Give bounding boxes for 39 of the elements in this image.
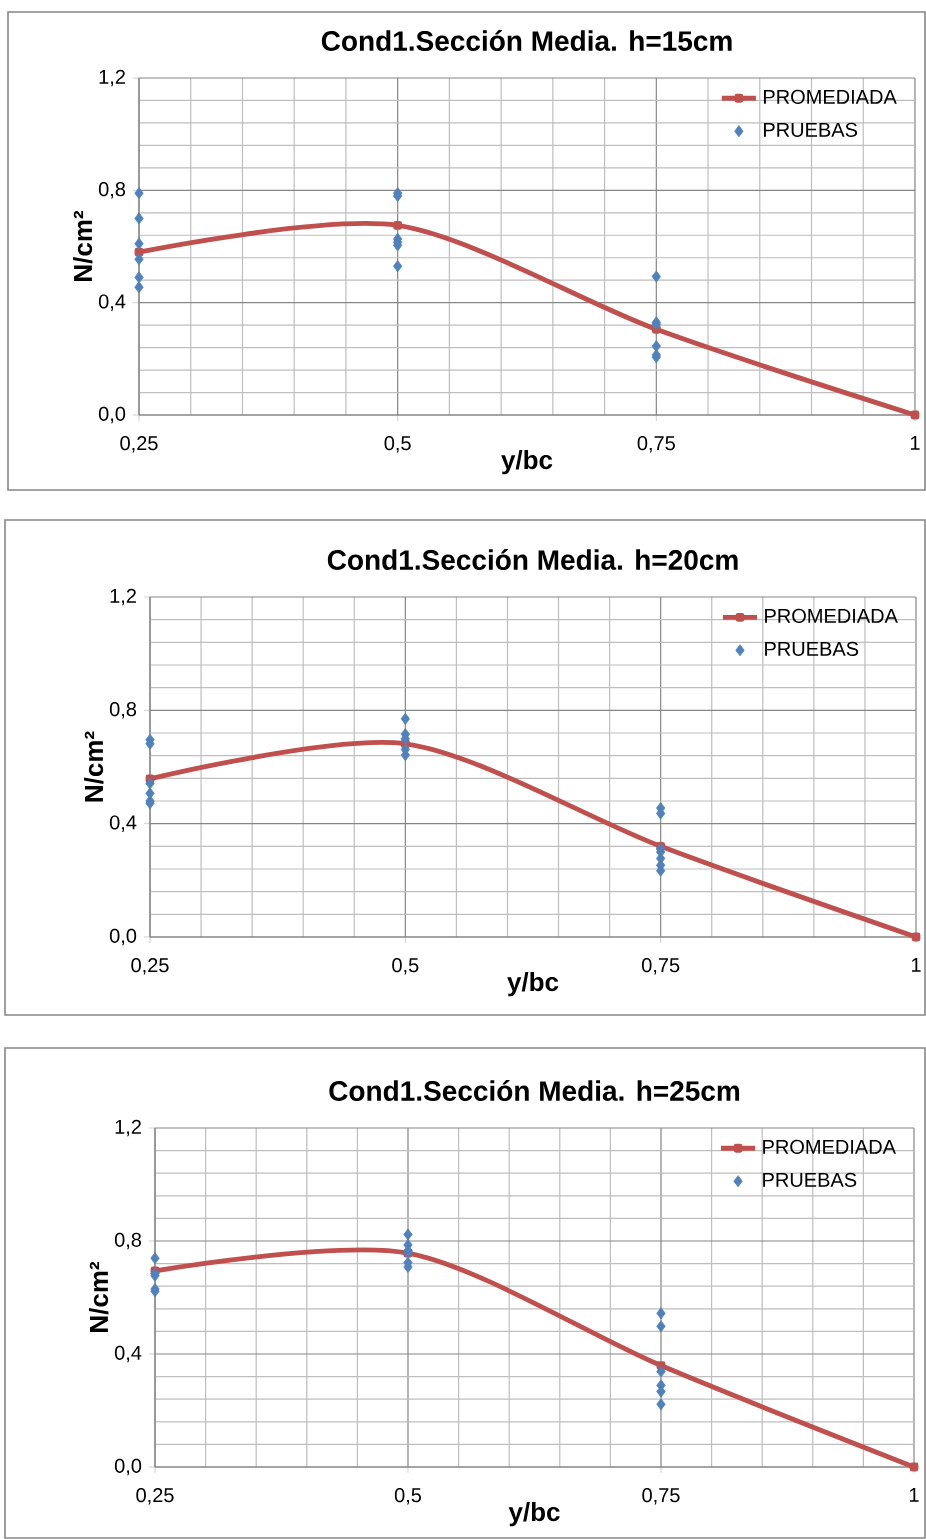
x-tick-label: 0,5 [394,1488,422,1505]
y-tick-label: 0,4 [109,815,137,832]
x-tick-label: 0,25 [136,1488,174,1505]
chart-title: Cond1.Sección Media. h=20cm [327,549,738,570]
x-tick-label: 0,5 [392,958,419,975]
x-axis-title: y/bc [508,1502,560,1527]
y-tick-label: 0,0 [109,928,137,946]
y-tick-label: 0,0 [114,1458,142,1476]
y-tick-label: 0,8 [109,702,137,719]
chart-title: Cond1.Sección Media. h=25cm [329,1080,740,1101]
x-tick-label: 0,25 [131,958,169,975]
y-tick-label: 0,0 [98,406,126,424]
y-tick-label: 0,8 [98,182,126,199]
y-tick-label: 1,2 [110,588,136,606]
legend-label: PROMEDIADA [763,89,897,104]
y-axis-title: N/cm² [73,210,93,281]
y-axis-title: N/cm² [89,1261,109,1332]
y-tick-label: 0,8 [114,1232,142,1250]
legend-label: PRUEBAS [763,1172,857,1187]
legend-label: PRUEBAS [763,122,858,137]
x-tick-label: 1 [911,958,921,972]
x-tick-label: 0,75 [641,958,680,975]
x-tick-label: 0,25 [120,436,158,453]
x-tick-label: 0,75 [637,436,675,453]
x-tick-label: 1 [909,1488,919,1502]
legend-label: PROMEDIADA [763,1139,896,1154]
y-tick-label: 1,2 [115,1119,141,1137]
x-axis-title: y/bc [501,450,553,475]
x-axis-title: y/bc [507,972,559,997]
y-tick-label: 0,4 [98,294,126,311]
y-axis-title: N/cm² [84,731,104,802]
x-tick-label: 0,5 [384,436,411,453]
chart-title: Cond1.Sección Media. h=15cm [321,30,732,51]
legend-label: PROMEDIADA [765,608,898,623]
y-tick-label: 1,2 [99,69,125,87]
y-tick-label: 0,4 [114,1345,142,1363]
legend-label: PRUEBAS [765,641,859,656]
x-tick-label: 0,75 [642,1488,680,1505]
x-tick-label: 1 [910,436,920,450]
